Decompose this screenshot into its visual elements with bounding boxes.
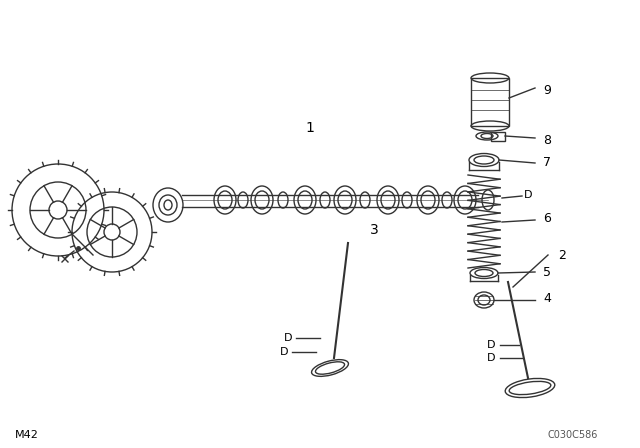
- Text: D: D: [486, 340, 495, 350]
- Text: D: D: [524, 190, 532, 200]
- Text: 5: 5: [543, 266, 551, 279]
- Text: D: D: [486, 353, 495, 363]
- Text: 1: 1: [305, 121, 314, 135]
- Text: 8: 8: [543, 134, 551, 146]
- Text: M42: M42: [15, 430, 39, 440]
- Text: 6: 6: [543, 211, 551, 224]
- Text: 7: 7: [543, 155, 551, 168]
- Bar: [491, 132, 505, 141]
- Text: D: D: [280, 347, 288, 357]
- Text: 4: 4: [543, 292, 551, 305]
- Text: 9: 9: [543, 83, 551, 96]
- Text: 3: 3: [370, 223, 379, 237]
- Text: C030C586: C030C586: [548, 430, 598, 440]
- Text: D: D: [284, 333, 292, 343]
- Text: 2: 2: [558, 249, 566, 262]
- Bar: [471, 78, 509, 126]
